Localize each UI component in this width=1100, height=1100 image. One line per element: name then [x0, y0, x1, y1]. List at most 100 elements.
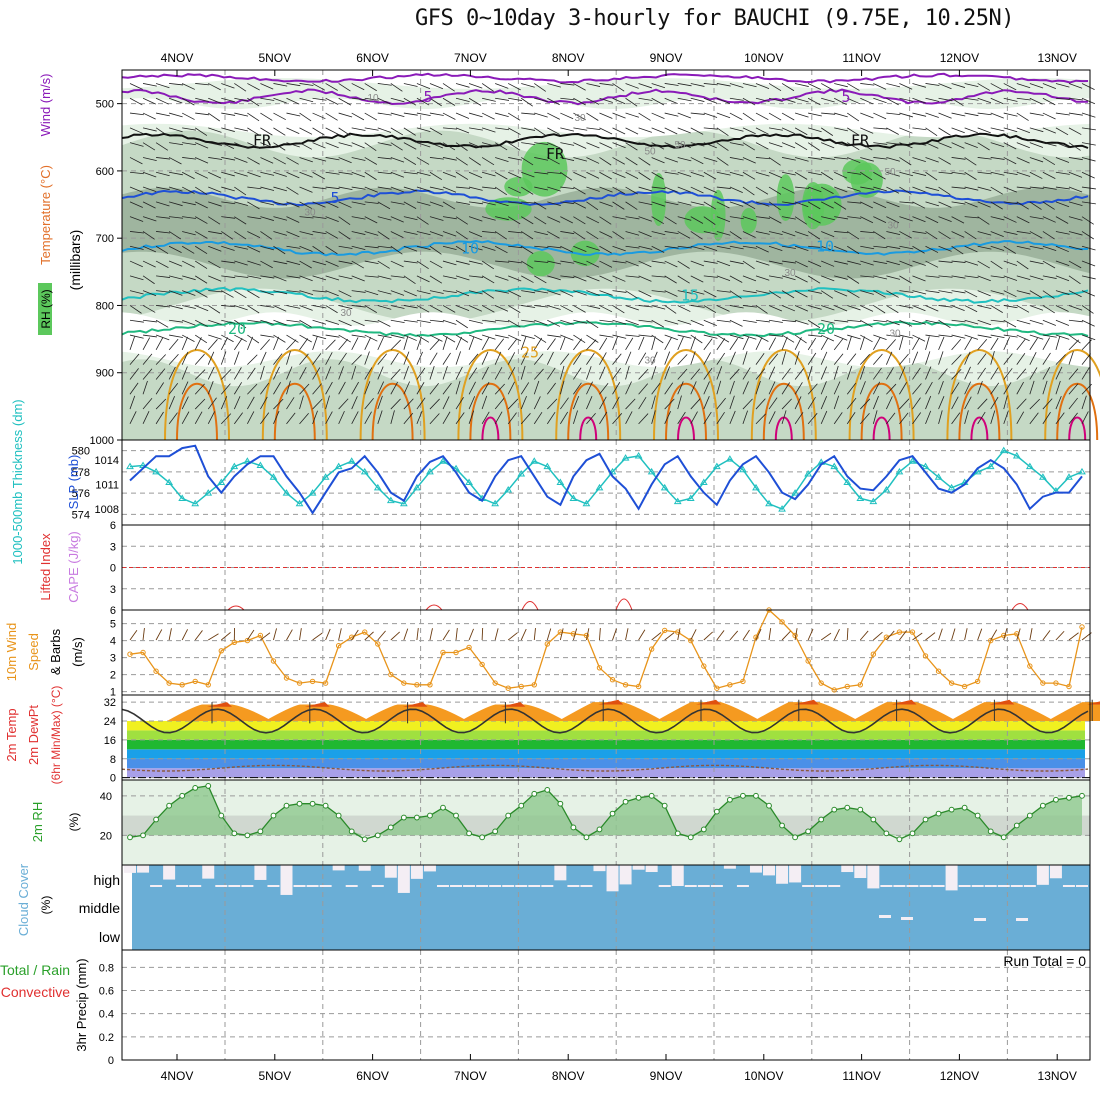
wind-barb	[990, 97, 1004, 105]
wind-barb	[951, 112, 966, 117]
wind-barb	[521, 201, 536, 204]
top-date-label: 4NOV	[161, 51, 194, 65]
wind-barb	[1055, 366, 1063, 380]
wind-barb	[194, 411, 203, 425]
wind-barb	[1003, 186, 1017, 193]
rh2m-point	[127, 834, 133, 841]
wind-barb	[169, 334, 183, 338]
cloud-high-bar	[971, 885, 984, 887]
wind-barb	[912, 186, 926, 193]
wind-barb	[469, 201, 483, 205]
wind-barb	[925, 127, 938, 137]
wind-barb-10m	[690, 629, 697, 641]
cloud-high-bar	[541, 885, 554, 887]
wind-barb	[677, 411, 686, 425]
temp-warm-peak	[558, 702, 664, 721]
wind-barb	[182, 319, 196, 326]
li-tick-label: 3	[110, 584, 116, 596]
wind-barb-10m	[260, 632, 271, 641]
wind-barb	[403, 186, 418, 192]
rh-green-cell	[521, 141, 568, 197]
wind-barb	[559, 336, 566, 350]
rh2m-point	[753, 792, 759, 799]
wind-barb	[299, 127, 313, 135]
wind-barb	[351, 396, 358, 410]
wind-barb	[808, 112, 822, 117]
rh-band-low	[122, 359, 1090, 440]
cloud-high-bar	[137, 865, 150, 873]
wind-barb	[586, 83, 601, 87]
wind-barb	[664, 245, 679, 249]
wind-barb	[312, 398, 323, 410]
wind-barb	[429, 260, 443, 269]
wind-barb	[142, 171, 157, 178]
wind-barb	[651, 231, 666, 236]
wind-barb	[612, 157, 625, 165]
wind-barb	[338, 186, 353, 191]
wind-barb	[156, 216, 171, 219]
wind-barb	[455, 260, 470, 265]
wind-barb	[155, 142, 169, 151]
wind-barb	[1003, 127, 1018, 133]
wind-barb	[481, 245, 496, 251]
rh2m-point	[883, 830, 890, 837]
wind-barb	[403, 97, 417, 106]
wind-barb	[821, 231, 835, 238]
slp-axis-label: SLP (mb)	[66, 455, 81, 510]
wind-barb	[886, 112, 901, 116]
wind-barb	[834, 171, 848, 179]
wind-barb	[781, 336, 788, 351]
wind-barb	[925, 351, 931, 365]
wind-barb	[820, 171, 834, 181]
cloud-high-bar	[763, 865, 776, 876]
wind-barb	[168, 157, 182, 165]
wind-barb	[155, 201, 170, 207]
wind-barb	[1029, 351, 1037, 365]
wind-barb	[325, 127, 339, 135]
wind-barb	[612, 216, 627, 220]
wind-barb	[325, 201, 339, 209]
wind-barb	[1081, 83, 1095, 90]
wind-barb	[964, 97, 979, 101]
wind-barb	[208, 83, 221, 91]
wind-barb	[533, 380, 540, 395]
wind-speed-point	[675, 629, 681, 635]
wind-barb	[208, 290, 223, 293]
wind-barb	[181, 334, 195, 343]
wind-barb	[1042, 142, 1057, 147]
wind-barb	[559, 380, 565, 395]
wind-barb	[977, 112, 992, 116]
wind-barb	[233, 338, 243, 351]
wind-speed-point	[805, 658, 811, 664]
wind-barb	[886, 186, 900, 194]
wind-barb	[808, 290, 822, 294]
rh2m-point	[740, 792, 746, 799]
wind-barb	[729, 290, 742, 299]
wind-barb	[651, 382, 661, 395]
wind-barb	[729, 351, 736, 365]
wind-barb	[990, 112, 1004, 119]
wind-barb	[625, 83, 639, 89]
wind-barb	[1029, 127, 1044, 133]
wind-barb	[1042, 380, 1048, 395]
wind-barb	[481, 305, 495, 313]
wind-barb	[833, 381, 841, 395]
thickness-point	[830, 462, 839, 470]
thickness-point	[582, 499, 591, 507]
wind-barb	[468, 171, 483, 179]
wind-barb	[599, 319, 614, 323]
wind-barb	[546, 382, 556, 395]
li-tick-label: 6	[110, 605, 116, 617]
rh2m-point	[531, 790, 538, 797]
wind-barb	[1068, 339, 1080, 351]
wind-barb	[468, 245, 483, 251]
wind-barb-10m	[1016, 628, 1021, 641]
wind-barb	[847, 305, 861, 311]
thickness-point	[647, 467, 656, 475]
wind-barb	[1016, 381, 1024, 395]
wind-barb	[547, 319, 561, 327]
wind-barb	[625, 351, 632, 365]
dewpoint-line	[121, 764, 1089, 772]
wind-barb	[820, 381, 827, 395]
